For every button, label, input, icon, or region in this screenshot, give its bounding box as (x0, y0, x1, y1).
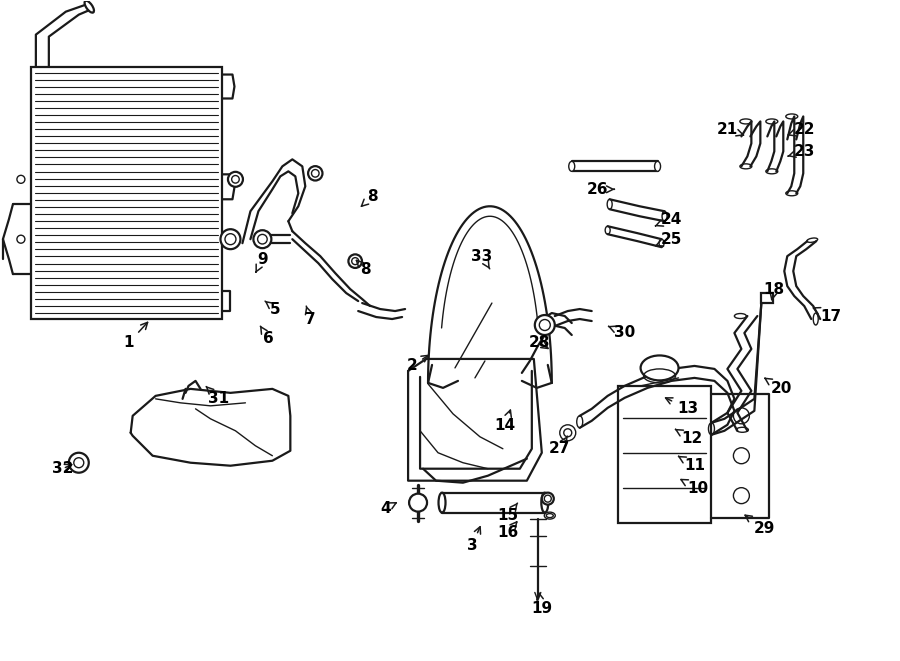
Text: 15: 15 (498, 503, 518, 523)
Text: 8: 8 (362, 189, 377, 206)
Text: 21: 21 (716, 122, 743, 137)
Text: 1: 1 (123, 323, 148, 350)
Circle shape (68, 453, 89, 473)
Ellipse shape (569, 161, 575, 171)
Text: 24: 24 (655, 212, 682, 227)
Circle shape (228, 172, 243, 187)
Circle shape (560, 425, 576, 441)
Text: 9: 9 (256, 252, 267, 272)
Text: 13: 13 (666, 398, 698, 416)
Text: 6: 6 (260, 326, 274, 346)
Circle shape (410, 494, 427, 512)
Text: 26: 26 (587, 182, 614, 197)
Text: 16: 16 (498, 522, 518, 540)
Text: 19: 19 (531, 593, 553, 616)
Ellipse shape (641, 356, 679, 380)
Text: 32: 32 (52, 461, 74, 476)
Ellipse shape (438, 492, 446, 513)
Text: 14: 14 (494, 410, 516, 434)
Text: 22: 22 (788, 122, 815, 137)
Ellipse shape (542, 492, 554, 504)
Circle shape (220, 229, 240, 249)
Circle shape (308, 166, 322, 180)
Text: 3: 3 (466, 527, 481, 553)
Text: 30: 30 (608, 325, 635, 340)
Bar (31, 67, 222, 319)
Text: 7: 7 (305, 306, 316, 327)
Text: 27: 27 (549, 436, 571, 456)
Text: 29: 29 (745, 515, 775, 536)
Text: 11: 11 (679, 456, 705, 473)
Ellipse shape (541, 492, 548, 513)
Ellipse shape (85, 1, 94, 13)
Text: 23: 23 (788, 144, 814, 159)
Text: 33: 33 (472, 249, 492, 269)
Text: 4: 4 (380, 501, 396, 516)
Text: 2: 2 (407, 356, 428, 373)
Circle shape (254, 230, 272, 248)
Text: 18: 18 (764, 282, 785, 300)
Text: 25: 25 (655, 232, 682, 247)
Circle shape (348, 254, 362, 268)
Text: 31: 31 (206, 387, 229, 407)
Text: 5: 5 (265, 301, 281, 317)
Ellipse shape (654, 161, 661, 171)
Text: 17: 17 (814, 307, 842, 323)
Text: 10: 10 (681, 479, 708, 496)
Text: 12: 12 (676, 430, 702, 446)
Bar (617, 386, 711, 523)
Text: 20: 20 (765, 378, 792, 397)
Circle shape (535, 315, 554, 335)
Text: 8: 8 (356, 260, 371, 277)
Bar (761, 293, 773, 303)
Text: 28: 28 (529, 336, 551, 350)
